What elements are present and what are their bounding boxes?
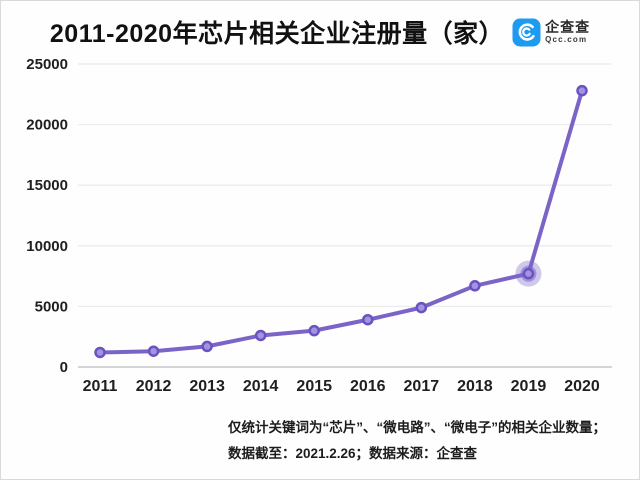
- chart-header: 2011-2020年芯片相关企业注册量（家） 企查查 Qcc.com: [0, 8, 640, 56]
- x-tick-label: 2013: [189, 378, 225, 395]
- x-tick-label: 2016: [350, 378, 386, 395]
- data-point-marker: [415, 301, 428, 314]
- x-tick-label: 2011: [83, 378, 118, 395]
- x-tick-label: 2018: [457, 378, 493, 395]
- data-point-marker: [469, 280, 481, 292]
- data-point-marker: [576, 84, 588, 97]
- x-tick-label: 2017: [404, 378, 440, 395]
- footnote-line2: 数据截至：2021.2.26；数据来源：企查查: [228, 446, 478, 461]
- qcc-logo-icon: [512, 18, 541, 46]
- x-tick-label: 2015: [296, 378, 332, 395]
- logo-brand-name: 企查查: [545, 19, 591, 35]
- y-tick-label: 0: [60, 359, 68, 376]
- qcc-logo: 企查查 Qcc.com: [512, 18, 590, 47]
- data-point-marker: [362, 313, 374, 326]
- y-tick-label: 10000: [26, 238, 68, 255]
- logo-domain: Qcc.com: [545, 35, 588, 44]
- y-tick-label: 5000: [35, 298, 68, 315]
- y-tick-label: 15000: [26, 177, 68, 194]
- data-point-marker: [147, 345, 160, 357]
- y-tick-label: 25000: [26, 56, 68, 73]
- footnote-line1: 仅统计关键词为“芯片”、“微电路”、“微电子”的相关企业数量；: [228, 420, 606, 435]
- footnote: 仅统计关键词为“芯片”、“微电路”、“微电子”的相关企业数量； 数据截至：202…: [228, 415, 606, 467]
- x-tick-label: 2020: [564, 378, 600, 395]
- data-point-marker: [522, 267, 535, 280]
- data-point-marker: [201, 340, 213, 353]
- x-tick-label: 2014: [243, 378, 279, 395]
- series-line: [98, 88, 584, 355]
- page-title: 2011-2020年芯片相关企业注册量（家）: [49, 20, 505, 48]
- data-point-marker: [308, 324, 320, 337]
- data-point-marker: [254, 329, 267, 342]
- x-tick-label: 2019: [511, 378, 547, 395]
- qcc-logo-text: 企查查 Qcc.com: [545, 20, 590, 44]
- x-tick-label: 2012: [136, 378, 172, 395]
- y-tick-label: 20000: [26, 117, 68, 134]
- data-point-marker: [94, 346, 106, 359]
